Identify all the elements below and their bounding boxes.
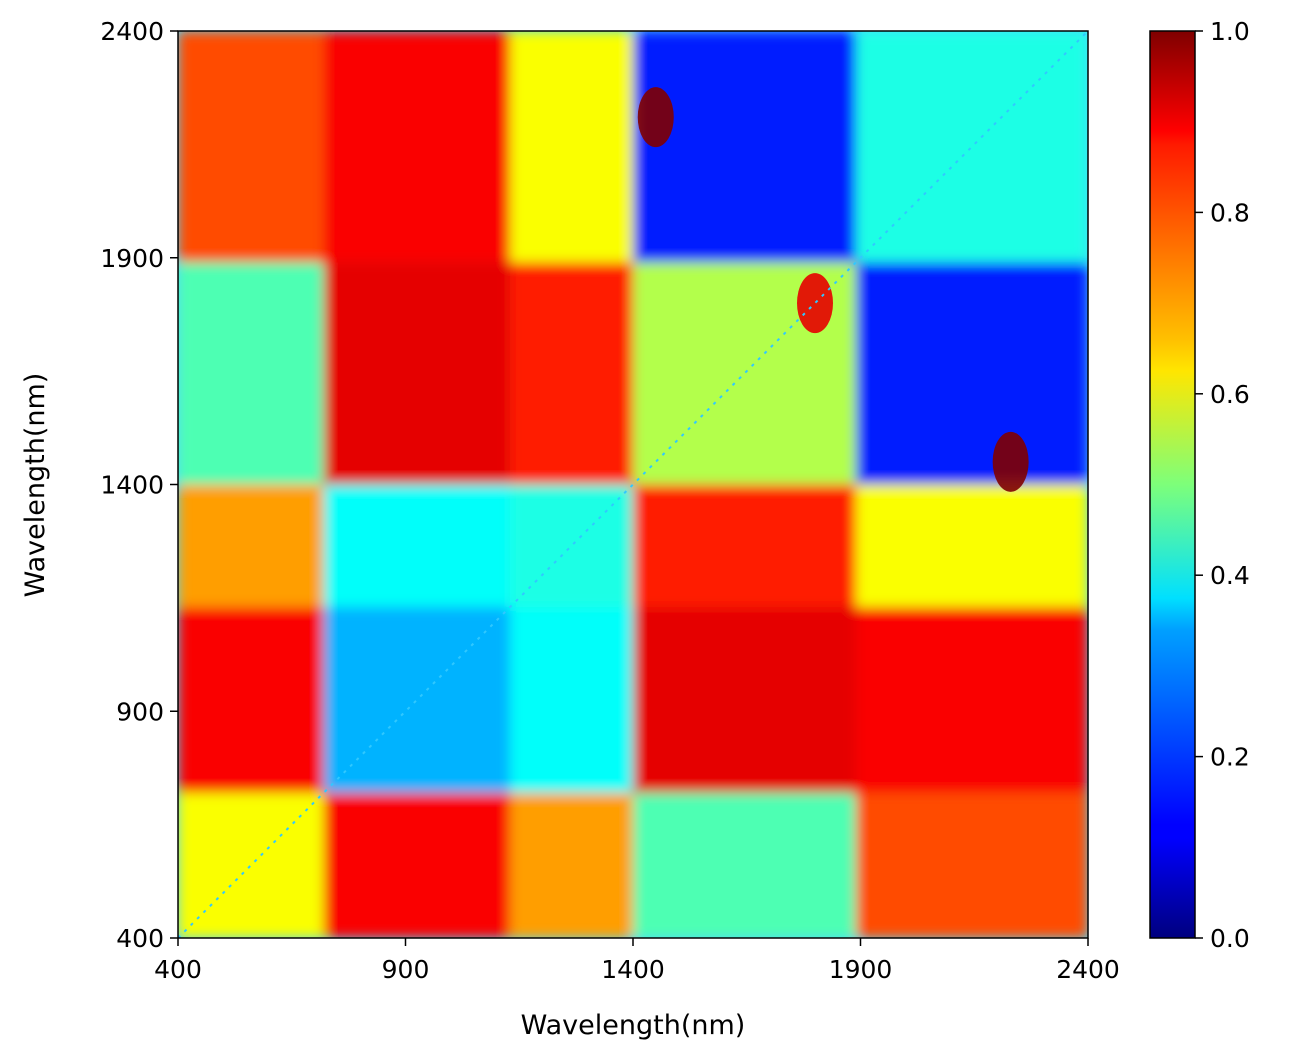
y-tick-label: 900: [116, 697, 164, 726]
heatmap-cell: [178, 31, 324, 263]
heatmap-cell: [855, 31, 1088, 263]
heatmap-cell: [855, 262, 1088, 485]
y-tick-label: 400: [116, 924, 164, 953]
heatmap-cell: [510, 31, 633, 263]
x-axis-label: Wavelength(nm): [521, 1010, 746, 1041]
heatmap-cell: [855, 484, 1088, 607]
heatmap-cell: [510, 262, 633, 485]
heatmap-cell: [323, 262, 511, 485]
colorbar-tick-label: 0.0: [1210, 924, 1250, 953]
y-tick-label: 2400: [100, 17, 164, 46]
heatmap-cell: [633, 606, 856, 793]
heatmap-cell: [510, 606, 633, 793]
heatmap-cell: [323, 792, 511, 938]
x-tick-label: 2400: [1056, 955, 1120, 984]
x-tick-label: 900: [382, 955, 430, 984]
heatmap-cells: [178, 31, 1088, 938]
colorbar-ticks: 0.0 0.2 0.4 0.6 0.8 1.0: [1195, 17, 1250, 953]
heatmap-cell: [323, 31, 511, 263]
heatmap-cell: [633, 484, 856, 607]
x-tick-label: 1400: [601, 955, 665, 984]
heatmap-cell: [178, 484, 324, 607]
heatmap-cell: [323, 484, 511, 607]
y-axis-ticks: 400 900 1400 1900 2400: [100, 17, 178, 953]
heatmap-cell: [178, 262, 324, 485]
colorbar-tick-label: 0.4: [1210, 561, 1250, 590]
heatmap-hotspots: [637, 87, 1029, 492]
x-tick-label: 400: [154, 955, 202, 984]
heatmap-cell: [178, 606, 324, 793]
y-tick-label: 1400: [100, 471, 164, 500]
heatmap-cell: [855, 792, 1088, 938]
y-tick-label: 1900: [100, 244, 164, 273]
colorbar-tick-label: 0.6: [1210, 380, 1250, 409]
colorbar-tick-label: 0.8: [1210, 198, 1250, 227]
heatmap-cell: [633, 792, 856, 938]
heatmap-cell: [633, 31, 856, 263]
heatmap-cell: [855, 606, 1088, 793]
colorbar-tick-label: 0.2: [1210, 743, 1250, 772]
x-tick-label: 1900: [829, 955, 893, 984]
x-axis-ticks: 400 900 1400 1900 2400: [154, 938, 1120, 984]
heatmap-hotspot: [992, 431, 1029, 492]
y-axis-label: Wavelength(nm): [20, 373, 51, 598]
heatmap-hotspot: [637, 87, 674, 148]
heatmap-cell: [510, 792, 633, 938]
heatmap-cell: [510, 484, 633, 607]
colorbar: [1149, 30, 1196, 939]
colorbar-tick-label: 1.0: [1210, 17, 1250, 46]
heatmap-hotspot: [797, 273, 833, 334]
